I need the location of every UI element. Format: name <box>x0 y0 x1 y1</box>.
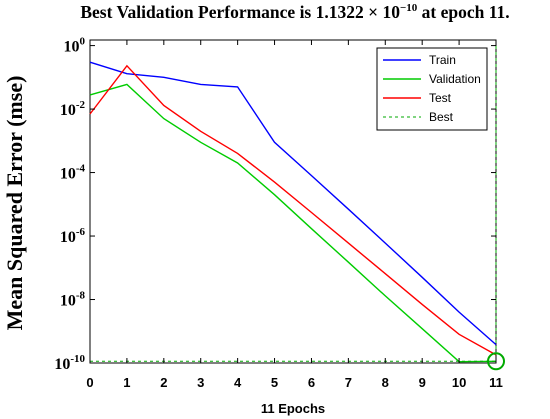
legend-label: Validation <box>429 72 481 86</box>
legend-label: Best <box>429 110 454 124</box>
chart-title-prefix: Best Validation Performance is 1.1322 × … <box>80 2 400 22</box>
legend: Train Validation Test Best <box>376 47 488 131</box>
best-point-marker <box>487 352 505 371</box>
y-tick-label: 10-8 <box>60 290 86 310</box>
x-tick-label: 4 <box>234 375 242 390</box>
x-tick-label: 5 <box>271 375 278 390</box>
x-tick-label: 1 <box>123 375 130 390</box>
series-line-train <box>89 61 497 346</box>
x-tick-label: 11 <box>489 375 503 390</box>
x-axis-label: 11 Epochs <box>261 401 325 416</box>
x-tick-label: 6 <box>308 375 315 390</box>
x-tick-label: 9 <box>419 375 426 390</box>
x-tick-label: 0 <box>86 375 93 390</box>
series-line-test <box>89 64 497 356</box>
y-tick-label: 100 <box>64 36 86 56</box>
series-layer <box>89 40 505 371</box>
axes-layer: 0 1 2 3 4 5 6 7 8 9 10 11 100 10-2 10-4 10-6 10-8 10-10 <box>54 36 503 390</box>
legend-box <box>376 47 488 131</box>
y-axis-label: Mean Squared Error (mse) <box>2 76 27 331</box>
chart-title: Best Validation Performance is 1.1322 × … <box>40 2 550 26</box>
legend-label: Train <box>429 53 456 67</box>
y-tick-label: 10-2 <box>60 99 86 119</box>
x-tick-label: 7 <box>345 375 352 390</box>
y-tick-label: 10-10 <box>54 353 85 373</box>
y-tick-label: 10-6 <box>60 226 86 246</box>
x-tick-label: 10 <box>452 375 466 390</box>
y-tick-label: 10-4 <box>60 163 86 183</box>
x-tick-label: 8 <box>382 375 389 390</box>
chart-title-exponent: −10 <box>399 2 418 15</box>
x-tick-label: 3 <box>197 375 204 390</box>
series-line-validation <box>89 83 497 363</box>
chart-title-suffix: at epoch 11. <box>417 2 510 22</box>
legend-label: Test <box>429 91 452 105</box>
x-tick-label: 2 <box>160 375 167 390</box>
